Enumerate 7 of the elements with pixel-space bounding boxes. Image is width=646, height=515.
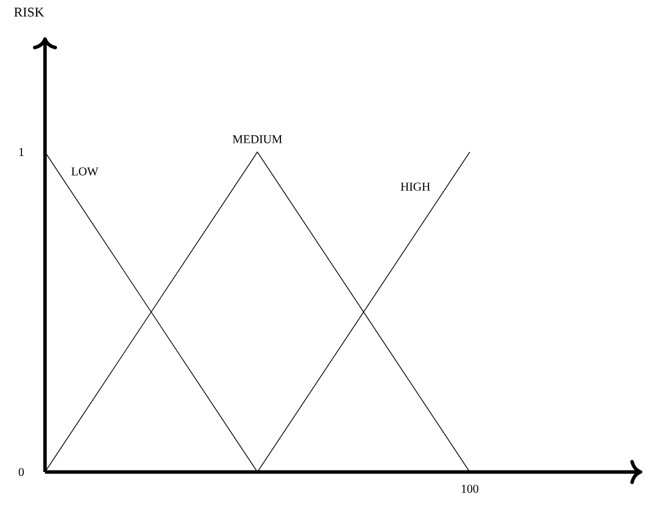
series-label: LOW xyxy=(71,167,98,176)
y-tick-label: 1 xyxy=(19,148,24,156)
series-label: MEDIUM xyxy=(232,135,282,144)
x-tick-label: 100 xyxy=(462,484,478,493)
y-tick-label: 0 xyxy=(18,468,24,476)
series-label: HIGH xyxy=(400,182,430,191)
y-axis-title: RISK xyxy=(14,8,44,17)
